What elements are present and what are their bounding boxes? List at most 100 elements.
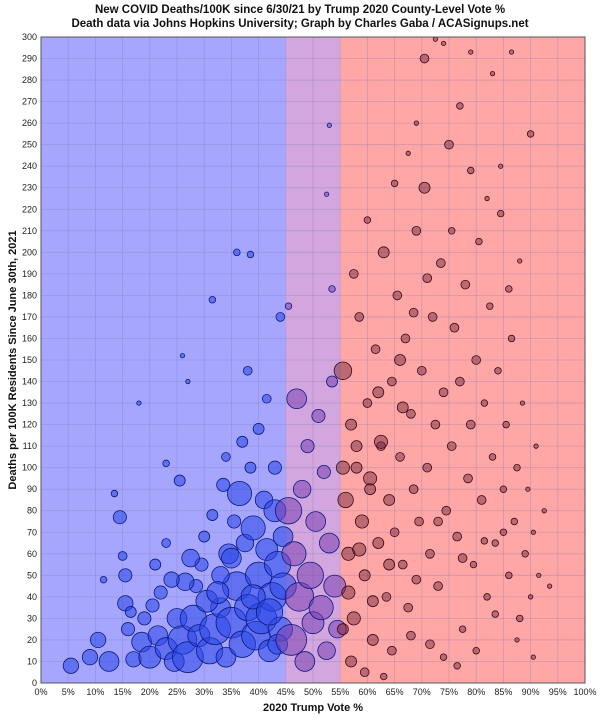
y-tick-label: 300 xyxy=(22,32,37,42)
y-tick-label: 230 xyxy=(22,183,37,193)
data-point xyxy=(112,510,127,525)
data-point xyxy=(389,527,400,538)
data-point xyxy=(284,302,293,310)
y-tick-label: 110 xyxy=(23,441,37,451)
data-point xyxy=(513,463,521,472)
data-point xyxy=(387,645,397,656)
data-point xyxy=(348,269,359,279)
data-point xyxy=(392,290,403,301)
data-point xyxy=(507,334,516,343)
data-point xyxy=(267,460,282,475)
data-point xyxy=(319,532,340,554)
x-tick-label: 5% xyxy=(62,687,75,697)
data-point xyxy=(281,541,307,567)
data-point xyxy=(533,443,539,449)
y-tick-label: 10 xyxy=(27,656,37,666)
data-point xyxy=(380,672,388,681)
data-point xyxy=(373,434,388,449)
data-point xyxy=(463,473,473,484)
data-point xyxy=(317,641,336,660)
data-point xyxy=(414,516,424,527)
data-point xyxy=(425,639,435,650)
data-point xyxy=(377,246,390,259)
data-point xyxy=(444,139,454,150)
x-tick-label: 100% xyxy=(573,687,596,697)
data-point xyxy=(433,581,443,591)
data-point xyxy=(395,452,405,462)
data-point xyxy=(408,484,419,495)
data-point xyxy=(117,551,128,561)
data-point xyxy=(525,486,531,492)
data-point xyxy=(350,461,363,474)
data-point xyxy=(341,585,356,600)
data-point xyxy=(502,420,510,429)
x-tick-label: 15% xyxy=(114,687,132,697)
data-point xyxy=(452,531,462,542)
data-point xyxy=(294,651,316,672)
data-point xyxy=(460,279,471,290)
data-point xyxy=(505,571,513,580)
data-point xyxy=(261,393,272,404)
data-point xyxy=(370,344,381,355)
data-point xyxy=(206,581,230,604)
data-point xyxy=(496,209,505,218)
data-point xyxy=(252,423,265,435)
data-point xyxy=(137,611,152,626)
data-point xyxy=(483,593,491,601)
data-point xyxy=(455,376,465,387)
data-point xyxy=(153,585,168,600)
data-point xyxy=(221,452,231,462)
y-tick-label: 160 xyxy=(22,333,37,343)
y-tick-label: 280 xyxy=(22,75,37,85)
data-point xyxy=(198,530,211,543)
y-tick-label: 180 xyxy=(22,290,37,300)
data-point xyxy=(208,296,217,304)
y-tick-label: 90 xyxy=(27,484,37,494)
data-point xyxy=(149,558,162,571)
data-point xyxy=(469,560,478,569)
data-point xyxy=(446,441,457,451)
data-point xyxy=(206,509,219,521)
data-point xyxy=(162,459,170,468)
data-point xyxy=(499,485,508,493)
data-point xyxy=(403,602,414,613)
data-point xyxy=(530,654,536,660)
data-point xyxy=(381,592,392,602)
data-point xyxy=(300,439,315,454)
data-points xyxy=(62,36,553,681)
data-point xyxy=(383,558,396,571)
data-point xyxy=(476,495,487,505)
y-tick-label: 100 xyxy=(22,463,37,473)
y-tick-label: 80 xyxy=(27,506,37,516)
data-point xyxy=(405,150,411,156)
y-tick-label: 130 xyxy=(22,398,37,408)
data-point xyxy=(471,355,482,365)
data-point xyxy=(400,333,411,344)
y-tick-label: 290 xyxy=(22,54,37,64)
x-tick-label: 70% xyxy=(413,687,431,697)
data-point xyxy=(163,571,180,588)
y-tick-label: 20 xyxy=(27,635,37,645)
y-tick-label: 220 xyxy=(22,204,37,214)
data-point xyxy=(326,122,332,128)
x-tick-label: 75% xyxy=(440,687,458,697)
data-point xyxy=(448,227,456,235)
x-tick-label: 40% xyxy=(250,687,268,697)
y-tick-label: 270 xyxy=(22,97,37,107)
data-point xyxy=(456,102,464,110)
data-point xyxy=(366,634,379,646)
data-point xyxy=(110,489,119,498)
data-point xyxy=(121,622,136,637)
data-point xyxy=(242,365,253,376)
data-point xyxy=(354,514,369,529)
data-point xyxy=(547,583,553,589)
x-tick-label: 35% xyxy=(222,687,240,697)
data-point xyxy=(240,584,266,610)
data-point xyxy=(98,651,120,672)
data-point xyxy=(145,598,160,613)
data-point xyxy=(396,401,409,414)
data-point xyxy=(527,594,534,600)
data-point xyxy=(422,462,433,473)
data-point xyxy=(366,595,379,608)
data-point xyxy=(430,419,441,430)
